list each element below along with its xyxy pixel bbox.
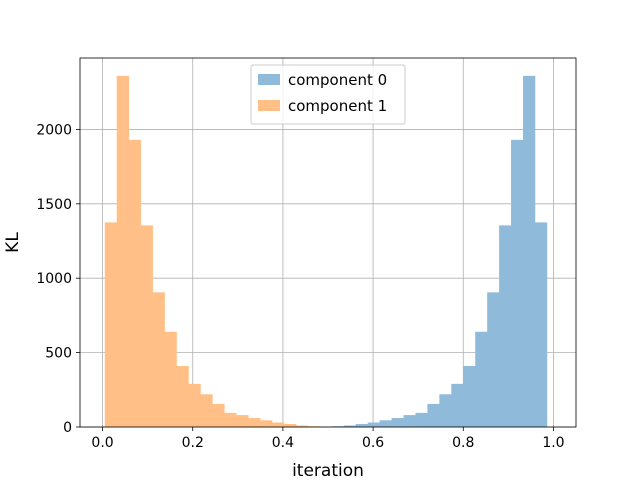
- legend-label-component-1: component 1: [288, 97, 387, 115]
- bar-component-0-bin-31: [475, 331, 488, 427]
- y-axis-ticks: 0 500 1000 1500 2000: [36, 122, 80, 436]
- bar-component-0-bin-28: [439, 394, 452, 427]
- plot-frame: [79, 57, 577, 428]
- bar-component-1-bin-13: [260, 420, 273, 427]
- bar-component-1-bin-5: [164, 331, 177, 427]
- legend-swatch-component-0: [258, 74, 280, 85]
- bar-component-1-bin-12: [248, 418, 261, 427]
- x-axis-label: iteration: [292, 461, 364, 480]
- bar-component-0-bin-23: [379, 420, 392, 427]
- legend: component 0 component 1: [250, 64, 406, 125]
- bar-component-1-bin-11: [236, 415, 249, 427]
- bar-component-0-bin-32: [487, 292, 500, 427]
- bar-component-0-bin-30: [463, 365, 476, 427]
- bar-component-0-bin-26: [415, 412, 428, 427]
- bar-component-1-bin-7: [188, 383, 201, 427]
- bar-component-0-bin-33: [499, 225, 512, 427]
- bar-component-1-bin-16: [295, 425, 309, 427]
- bar-component-0-bin-22: [367, 422, 380, 427]
- y-tick-label-1: 500: [45, 346, 72, 362]
- bar-component-0-bin-34: [511, 139, 524, 428]
- bar-component-0-bin-29: [451, 383, 464, 427]
- bar-component-0-bin-35: [523, 75, 536, 428]
- bar-component-1-bin-4: [152, 292, 165, 427]
- bar-component-1-bin-8: [200, 394, 213, 427]
- bar-component-0-bin-27: [427, 403, 440, 427]
- bar-component-1-bin-1: [116, 75, 129, 428]
- legend-label-component-0: component 0: [288, 71, 387, 89]
- bar-component-1-bin-14: [272, 422, 285, 427]
- y-tick-label-0: 0: [63, 420, 72, 436]
- bar-component-0-bin-24: [391, 418, 404, 427]
- bar-component-1-bin-0: [104, 222, 118, 427]
- x-tick-label-1: 0.2: [182, 435, 204, 451]
- y-tick-label-4: 2000: [36, 122, 72, 138]
- x-tick-label-5: 1.0: [542, 435, 564, 451]
- legend-swatch-component-1: [258, 100, 280, 111]
- bar-component-0-bin-25: [403, 415, 416, 427]
- bar-component-1-bin-2: [128, 139, 141, 428]
- bar-component-0-bin-20: [343, 425, 357, 427]
- x-tick-label-4: 0.8: [452, 435, 474, 451]
- bar-component-1-bin-15: [284, 424, 297, 427]
- x-tick-label-2: 0.4: [272, 435, 294, 451]
- x-tick-label-3: 0.6: [362, 435, 384, 451]
- legend-box: [250, 64, 406, 125]
- y-tick-label-2: 1000: [36, 271, 72, 287]
- x-axis-ticks: 0.0 0.2 0.4 0.6 0.8 1.0: [91, 427, 565, 451]
- bar-component-0-bin-36: [534, 222, 548, 427]
- histogram-bars: [104, 75, 548, 428]
- bar-component-1-bin-9: [212, 403, 225, 427]
- bar-component-1-bin-6: [176, 365, 189, 427]
- bar-component-1-bin-3: [140, 225, 153, 427]
- y-axis-label: KL: [3, 232, 23, 253]
- bar-component-0-bin-21: [355, 424, 368, 427]
- y-tick-label-3: 1500: [36, 197, 72, 213]
- axes-frame: [79, 57, 577, 428]
- x-tick-label-0: 0.0: [91, 435, 113, 451]
- bar-component-1-bin-10: [224, 412, 237, 427]
